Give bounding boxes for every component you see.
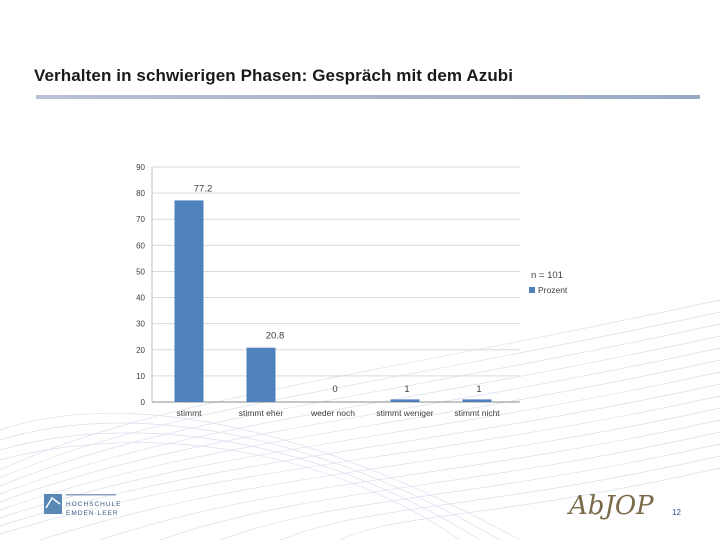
y-tick-label: 70	[136, 215, 145, 224]
y-tick-label: 0	[141, 398, 146, 407]
sample-size-annotation: n = 101	[531, 270, 563, 281]
logo-left-line2: EMDEN·LEER	[66, 510, 119, 517]
page-number: 12	[672, 508, 681, 517]
y-tick-label: 40	[136, 294, 145, 303]
slide-title: Verhalten in schwierigen Phasen: Gespräc…	[34, 66, 514, 85]
bar	[390, 399, 420, 402]
legend-label: Prozent	[538, 285, 568, 295]
legend-swatch	[529, 287, 535, 293]
bar	[174, 200, 204, 402]
data-label: 0	[332, 384, 337, 395]
hochschule-logo: HOCHSCHULE EMDEN·LEER	[44, 494, 122, 517]
x-tick-label: stimmt nicht	[454, 408, 500, 418]
bar	[246, 347, 276, 402]
y-tick-label: 90	[136, 163, 145, 172]
data-label: 20.8	[266, 331, 285, 342]
y-tick-label: 60	[136, 241, 145, 250]
y-tick-label: 50	[136, 267, 145, 276]
y-tick-label: 80	[136, 189, 145, 198]
data-label: 77.2	[194, 183, 213, 194]
y-tick-label: 10	[136, 372, 145, 381]
x-tick-label: weder noch	[310, 408, 355, 418]
logo-emblem	[44, 494, 62, 514]
x-tick-label: stimmt	[176, 408, 202, 418]
data-label: 1	[404, 384, 409, 395]
title-underline	[36, 95, 700, 99]
y-tick-label: 20	[136, 346, 145, 355]
abjop-logo: AbJOP	[567, 491, 654, 521]
x-tick-label: stimmt eher	[239, 408, 284, 418]
y-tick-label: 30	[136, 320, 145, 329]
bar	[462, 399, 492, 402]
x-tick-label: stimmt weniger	[376, 408, 433, 418]
data-label: 1	[476, 384, 481, 395]
logo-left-line1: HOCHSCHULE	[66, 501, 122, 508]
logo-right-text: AbJOP	[567, 491, 654, 521]
